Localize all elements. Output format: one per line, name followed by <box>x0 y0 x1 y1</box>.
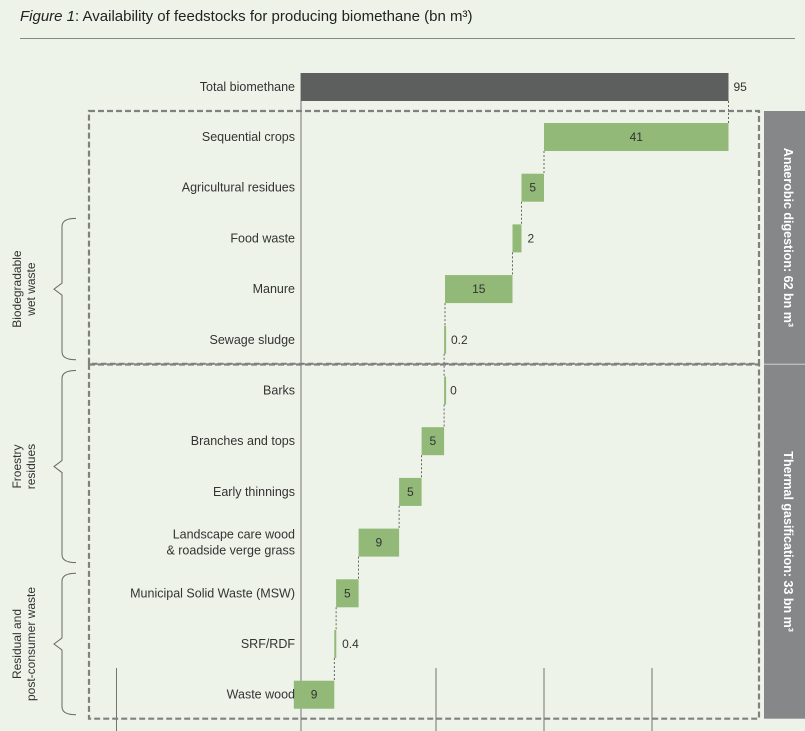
bar-value-label: 5 <box>344 586 351 600</box>
segment-label: Thermal gasification: 33 bn m³ <box>781 451 795 632</box>
bar <box>334 630 337 658</box>
category-label: Agricultural residues <box>182 181 295 195</box>
segment-box <box>87 363 761 720</box>
bar-value-label: 0 <box>450 384 457 398</box>
bar <box>444 376 447 405</box>
category-label: Barks <box>263 384 295 398</box>
category-label: Sewage sludge <box>210 333 296 347</box>
bar-value-label: 2 <box>528 231 535 245</box>
title-rule <box>20 38 795 39</box>
bar <box>421 427 445 456</box>
group-brace <box>53 572 77 716</box>
group-brace <box>53 370 77 564</box>
total-value-label: 95 <box>734 80 748 94</box>
bar-value-label: 5 <box>529 181 536 195</box>
bar-value-label: 5 <box>430 434 437 448</box>
bar <box>521 173 544 202</box>
group-label: wet waste <box>24 262 38 317</box>
group-label: Biodegradable <box>10 250 24 328</box>
bar <box>358 528 400 557</box>
bar <box>512 224 522 253</box>
total-bar <box>301 73 729 101</box>
group-brace <box>53 217 77 361</box>
category-label: Manure <box>253 282 295 296</box>
group-label: post-consumer waste <box>24 587 38 701</box>
category-label: & roadside verge grass <box>166 544 295 558</box>
title-text: : Availability of feedstocks for produci… <box>75 8 473 25</box>
bar <box>544 123 729 151</box>
total-category-label: Total biomethane <box>200 80 295 94</box>
category-label: Sequential crops <box>202 130 295 144</box>
category-label: Landscape care wood <box>173 528 295 542</box>
bar-value-label: 5 <box>407 485 414 499</box>
group-label: residues <box>24 444 38 489</box>
category-label: SRF/RDF <box>241 637 296 651</box>
segment-side-panel <box>764 364 805 719</box>
category-label: Municipal Solid Waste (MSW) <box>130 586 295 600</box>
bar <box>444 325 447 354</box>
group-label: Froestry <box>10 445 24 489</box>
bar-value-label: 9 <box>311 688 318 702</box>
figure-label: Figure 1 <box>20 8 76 25</box>
category-label: Branches and tops <box>191 434 295 448</box>
group-label: Residual and <box>10 609 24 679</box>
bar <box>445 275 513 304</box>
category-label: Waste wood <box>227 688 295 702</box>
bar <box>293 680 335 709</box>
segment-box <box>87 109 761 365</box>
bar-value-label: 15 <box>472 282 486 296</box>
bar-value-label: 0.4 <box>342 637 359 651</box>
category-label: Food waste <box>230 231 295 245</box>
category-label: Early thinnings <box>213 485 295 499</box>
bar-value-label: 41 <box>630 130 644 144</box>
chart-title: Figure 1: Availability of feedstocks for… <box>20 8 472 25</box>
bar <box>336 579 359 608</box>
bar-value-label: 0.2 <box>451 333 468 347</box>
segment-label: Anaerobic digestion: 62 bn m³ <box>781 148 795 327</box>
bar-value-label: 9 <box>376 536 383 550</box>
bar <box>399 477 422 506</box>
segment-side-panel <box>764 111 805 364</box>
